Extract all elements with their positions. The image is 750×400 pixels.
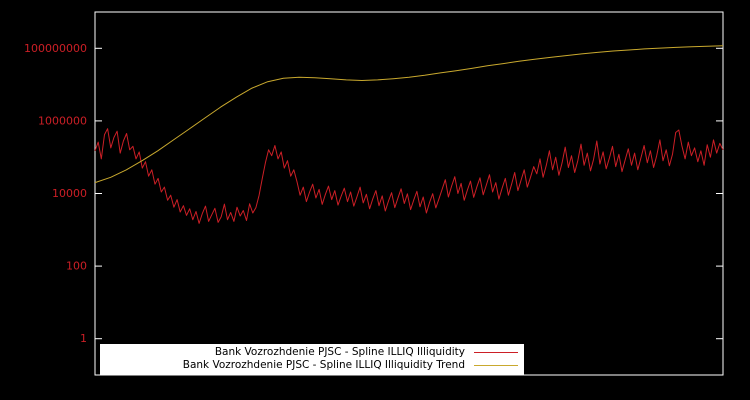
legend-item-trend: Bank Vozrozhdenie PJSC - Spline ILLIQ Il… [106, 359, 518, 372]
legend-item-illiquidity: Bank Vozrozhdenie PJSC - Spline ILLIQ Il… [106, 346, 518, 359]
y-tick-label: 10000 [52, 187, 87, 200]
legend-label-trend: Bank Vozrozhdenie PJSC - Spline ILLIQ Il… [182, 359, 465, 371]
legend-line-sample-yellow [474, 365, 518, 366]
series-line-illiquidity [94, 128, 724, 224]
y-tick-label: 1 [80, 332, 87, 345]
y-tick-label: 100 [66, 260, 87, 273]
legend-label-illiquidity: Bank Vozrozhdenie PJSC - Spline ILLIQ Il… [214, 346, 465, 358]
legend-line-sample-red [474, 352, 518, 353]
series-line-trend [94, 45, 724, 184]
y-tick-label: 100000000 [24, 42, 87, 55]
y-tick-label: 1000000 [38, 114, 87, 127]
legend: Bank Vozrozhdenie PJSC - Spline ILLIQ Il… [100, 344, 524, 375]
